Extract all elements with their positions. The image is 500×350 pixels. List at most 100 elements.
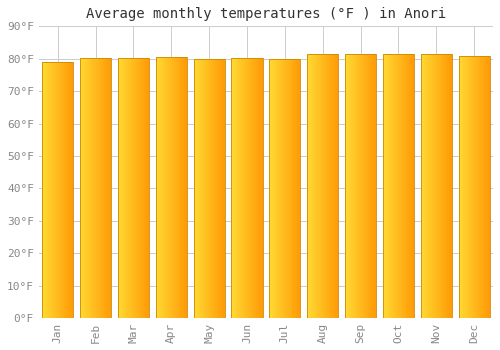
Bar (136, 58, 138, 318)
Bar (445, 55, 446, 318)
Bar (461, 56, 462, 318)
Bar (101, 58, 102, 318)
Bar (182, 57, 183, 318)
Bar (57, 62, 58, 318)
Bar (352, 54, 353, 318)
Bar (329, 55, 330, 318)
Bar (315, 55, 316, 318)
Bar (368, 54, 369, 318)
Bar (275, 60, 276, 318)
Bar (400, 54, 402, 318)
Bar (307, 55, 308, 318)
Bar (472, 56, 474, 318)
Bar (334, 55, 335, 318)
Bar (321, 55, 322, 318)
Bar (388, 54, 389, 318)
Bar (290, 60, 291, 318)
Bar (213, 59, 214, 318)
Bar (72, 62, 74, 318)
Bar (465, 56, 466, 318)
Bar (97, 58, 98, 318)
Bar (162, 57, 163, 318)
Bar (168, 57, 169, 318)
Bar (47, 62, 48, 318)
Bar (433, 55, 434, 318)
Bar (92, 58, 94, 318)
Bar (356, 54, 358, 318)
Bar (194, 59, 195, 318)
Bar (369, 54, 370, 318)
Bar (206, 59, 207, 318)
Bar (363, 54, 364, 318)
Bar (109, 58, 110, 318)
Bar (202, 59, 203, 318)
Bar (287, 60, 288, 318)
Bar (118, 58, 149, 318)
Bar (223, 59, 224, 318)
Bar (274, 60, 275, 318)
Bar (281, 60, 282, 318)
Bar (451, 55, 452, 318)
Bar (296, 60, 298, 318)
Bar (308, 55, 310, 318)
Bar (430, 55, 431, 318)
Bar (286, 60, 287, 318)
Bar (247, 58, 248, 318)
Bar (98, 58, 100, 318)
Bar (423, 55, 424, 318)
Bar (42, 62, 43, 318)
Bar (70, 62, 71, 318)
Bar (172, 57, 173, 318)
Bar (354, 54, 355, 318)
Bar (280, 60, 281, 318)
Bar (125, 58, 126, 318)
Bar (390, 54, 392, 318)
Bar (291, 60, 292, 318)
Bar (421, 55, 422, 318)
Bar (332, 55, 333, 318)
Bar (383, 54, 384, 318)
Bar (194, 59, 224, 318)
Bar (246, 58, 247, 318)
Bar (212, 59, 213, 318)
Bar (44, 62, 46, 318)
Bar (105, 58, 106, 318)
Bar (480, 56, 481, 318)
Bar (54, 62, 56, 318)
Bar (446, 55, 447, 318)
Bar (261, 58, 262, 318)
Bar (132, 58, 134, 318)
Bar (160, 57, 161, 318)
Bar (218, 59, 219, 318)
Bar (110, 58, 111, 318)
Bar (66, 62, 67, 318)
Bar (358, 54, 359, 318)
Bar (219, 59, 220, 318)
Bar (373, 54, 374, 318)
Bar (48, 62, 49, 318)
Bar (144, 58, 145, 318)
Bar (122, 58, 124, 318)
Bar (43, 62, 44, 318)
Bar (58, 62, 59, 318)
Bar (426, 55, 427, 318)
Bar (466, 56, 467, 318)
Bar (478, 56, 479, 318)
Bar (80, 58, 111, 318)
Bar (442, 55, 444, 318)
Bar (237, 58, 238, 318)
Bar (458, 56, 490, 318)
Bar (252, 58, 253, 318)
Bar (462, 56, 464, 318)
Bar (156, 57, 158, 318)
Bar (121, 58, 122, 318)
Bar (255, 58, 256, 318)
Bar (242, 58, 243, 318)
Bar (441, 55, 442, 318)
Bar (412, 54, 413, 318)
Bar (316, 55, 318, 318)
Bar (384, 54, 385, 318)
Bar (326, 55, 328, 318)
Bar (118, 58, 120, 318)
Bar (173, 57, 174, 318)
